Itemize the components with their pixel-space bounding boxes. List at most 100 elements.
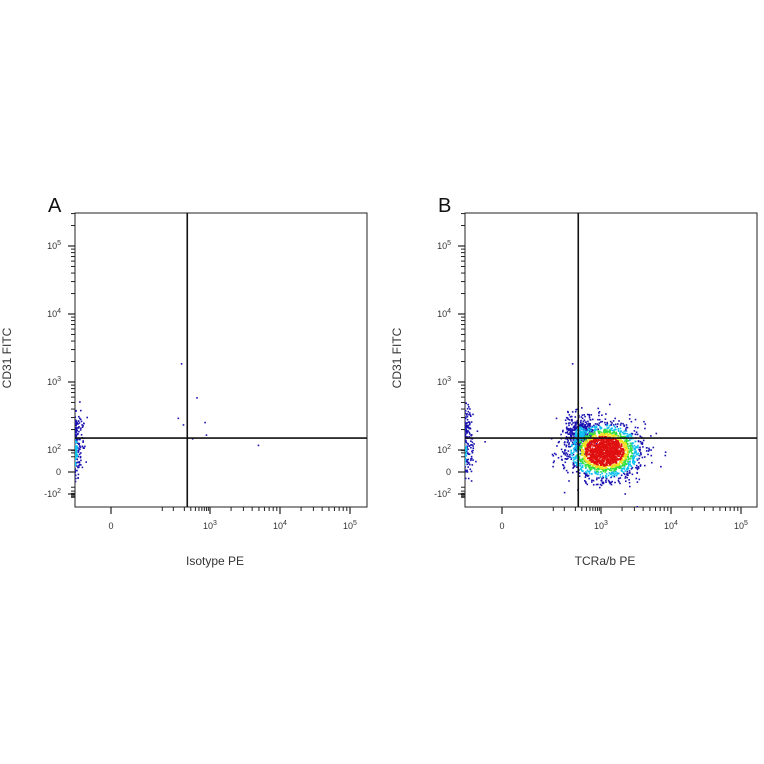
event-dot: [456, 434, 458, 436]
event-dot: [63, 472, 65, 474]
event-dot: [84, 445, 86, 448]
event-dot: [65, 443, 67, 445]
event-dot: [49, 427, 51, 429]
event-dot: [441, 439, 443, 441]
event-dot: [442, 438, 444, 440]
event-dot: [64, 411, 66, 413]
event-dot: [61, 418, 63, 420]
event-dot: [442, 420, 444, 422]
event-dot: [52, 428, 54, 430]
event-dot: [448, 440, 450, 442]
event-dot: [64, 447, 66, 449]
event-dot: [69, 439, 71, 441]
event-dot: [457, 418, 459, 420]
event-dot: [60, 430, 62, 432]
event-dot: [435, 438, 437, 440]
event-dot: [449, 423, 451, 425]
event-dot: [54, 468, 56, 470]
event-dot: [459, 426, 461, 428]
event-dot: [471, 464, 474, 466]
event-dot: [569, 416, 572, 418]
event-dot: [572, 471, 574, 474]
event-dot: [450, 422, 452, 424]
event-dot: [54, 415, 56, 417]
event-dot: [65, 454, 67, 456]
event-dot: [72, 447, 74, 449]
event-dot: [462, 437, 464, 439]
event-dot: [462, 484, 464, 486]
event-dot: [70, 423, 72, 425]
event-dot: [66, 458, 68, 460]
event-dot: [468, 431, 471, 434]
event-dot: [588, 415, 591, 417]
event-dot: [461, 478, 463, 480]
event-dot: [68, 443, 70, 445]
event-dot: [56, 423, 58, 425]
event-dot: [465, 452, 467, 455]
event-dot: [62, 426, 64, 428]
event-dot: [63, 453, 65, 455]
event-dot: [465, 436, 468, 438]
event-dot: [465, 435, 466, 438]
event-dot: [64, 464, 66, 466]
event-dot: [60, 428, 62, 430]
event-dot: [463, 438, 465, 440]
event-dot: [75, 410, 76, 412]
event-dot: [58, 464, 60, 466]
event-dot: [462, 460, 464, 462]
event-dot: [61, 449, 63, 451]
event-dot: [449, 421, 451, 423]
event-dot: [64, 434, 66, 436]
event-dot: [462, 423, 464, 425]
event-dot: [591, 479, 593, 482]
event-dot: [60, 440, 62, 442]
event-dot: [60, 457, 62, 459]
event-dot: [449, 435, 451, 437]
event-dot: [452, 437, 454, 439]
event-dot: [460, 440, 462, 442]
event-dot: [66, 441, 68, 443]
event-dot: [61, 463, 63, 465]
event-dot: [584, 421, 587, 423]
event-dot: [66, 454, 68, 456]
event-dot: [459, 482, 461, 484]
event-dot: [434, 464, 436, 466]
event-dot: [62, 397, 64, 399]
event-dot: [446, 457, 448, 459]
event-dot: [55, 455, 57, 457]
event-dot: [66, 413, 68, 415]
event-dot: [55, 462, 57, 464]
event-dot: [65, 438, 67, 440]
event-dot: [55, 439, 57, 441]
event-dot: [52, 424, 54, 426]
event-dot: [626, 467, 629, 470]
event-dot: [59, 420, 61, 422]
event-dot: [447, 430, 449, 432]
event-dot: [67, 451, 69, 453]
event-dot: [461, 412, 463, 414]
event-dot: [465, 416, 466, 419]
event-dot: [69, 455, 71, 457]
event-dot: [569, 422, 571, 424]
event-dot: [451, 429, 453, 431]
event-dot: [610, 475, 613, 478]
event-dot: [465, 406, 466, 408]
event-dot: [446, 419, 448, 421]
event-dot: [52, 424, 54, 426]
event-dot: [458, 433, 460, 435]
event-dot: [455, 435, 457, 437]
event-dot: [55, 429, 57, 431]
event-dot: [55, 461, 57, 463]
event-dot: [450, 433, 452, 435]
event-dot: [457, 438, 459, 440]
event-dot: [68, 462, 70, 464]
event-dot: [463, 448, 465, 450]
event-dot: [75, 465, 76, 467]
event-dot: [66, 469, 68, 471]
event-dot: [68, 447, 70, 449]
event-dot: [67, 461, 69, 463]
event-dot: [633, 447, 635, 449]
event-dot: [455, 487, 457, 489]
event-dot: [62, 435, 64, 437]
event-dot: [453, 437, 455, 439]
